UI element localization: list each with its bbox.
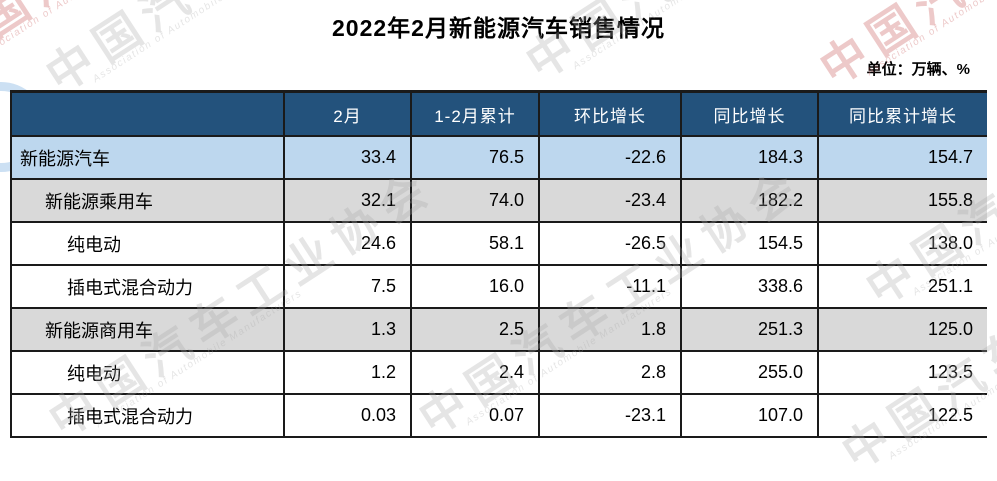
value-cell: 338.6: [680, 266, 817, 309]
value-cell: 2.8: [538, 352, 680, 395]
value-cell: 182.2: [680, 180, 817, 223]
value-cell: 32.1: [283, 180, 410, 223]
value-cell: 74.0: [410, 180, 538, 223]
row-label: 插电式混合动力: [10, 266, 283, 309]
table-row: 新能源乘用车 32.1 74.0 -23.4 182.2 155.8: [10, 180, 987, 223]
table-row: 新能源商用车 1.3 2.5 1.8 251.3 125.0: [10, 309, 987, 352]
value-cell: -23.1: [538, 395, 680, 438]
row-label: 新能源乘用车: [10, 180, 283, 223]
table-row: 新能源汽车 33.4 76.5 -22.6 184.3 154.7: [10, 137, 987, 180]
row-label: 新能源商用车: [10, 309, 283, 352]
value-cell: 107.0: [680, 395, 817, 438]
value-cell: 251.3: [680, 309, 817, 352]
table-body: 新能源汽车 33.4 76.5 -22.6 184.3 154.7 新能源乘用车 32.1 74…: [10, 137, 987, 438]
value-cell: 154.5: [680, 223, 817, 266]
table-row: 纯电动 1.2 2.4 2.8 255.0 123.5: [10, 352, 987, 395]
header-cell: 同比累计增长: [817, 93, 987, 137]
table-row: 纯电动 24.6 58.1 -26.5 154.5 138.0: [10, 223, 987, 266]
value-cell: 0.07: [410, 395, 538, 438]
value-cell: 16.0: [410, 266, 538, 309]
row-label: 新能源汽车: [10, 137, 283, 180]
value-cell: -22.6: [538, 137, 680, 180]
value-cell: 58.1: [410, 223, 538, 266]
value-cell: -11.1: [538, 266, 680, 309]
value-cell: 255.0: [680, 352, 817, 395]
value-cell: 1.2: [283, 352, 410, 395]
value-cell: 33.4: [283, 137, 410, 180]
value-cell: 155.8: [817, 180, 987, 223]
row-label: 纯电动: [10, 352, 283, 395]
header-cell: 1-2月累计: [410, 93, 538, 137]
page-title: 2022年2月新能源汽车销售情况: [332, 15, 665, 41]
value-cell: 0.03: [283, 395, 410, 438]
row-label: 纯电动: [10, 223, 283, 266]
header-cell-category: [10, 93, 283, 137]
value-cell: 184.3: [680, 137, 817, 180]
value-cell: 123.5: [817, 352, 987, 395]
value-cell: -23.4: [538, 180, 680, 223]
value-cell: 1.8: [538, 309, 680, 352]
value-cell: 122.5: [817, 395, 987, 438]
unit-label: 单位：万辆、%: [866, 61, 970, 78]
sales-table: 2月 1-2月累计 环比增长 同比增长 同比累计增长 新能源汽车 33.4 76.5 -22.…: [10, 90, 987, 438]
value-cell: 24.6: [283, 223, 410, 266]
value-cell: 76.5: [410, 137, 538, 180]
value-cell: 251.1: [817, 266, 987, 309]
table-row: 插电式混合动力 0.03 0.07 -23.1 107.0 122.5: [10, 395, 987, 438]
value-cell: -26.5: [538, 223, 680, 266]
table-header-row: 2月 1-2月累计 环比增长 同比增长 同比累计增长: [10, 90, 987, 137]
header-cell: 2月: [283, 93, 410, 137]
value-cell: 138.0: [817, 223, 987, 266]
value-cell: 7.5: [283, 266, 410, 309]
value-cell: 2.4: [410, 352, 538, 395]
header-cell: 环比增长: [538, 93, 680, 137]
header-cell: 同比增长: [680, 93, 817, 137]
value-cell: 154.7: [817, 137, 987, 180]
row-label: 插电式混合动力: [10, 395, 283, 438]
value-cell: 2.5: [410, 309, 538, 352]
value-cell: 125.0: [817, 309, 987, 352]
table-row: 插电式混合动力 7.5 16.0 -11.1 338.6 251.1: [10, 266, 987, 309]
value-cell: 1.3: [283, 309, 410, 352]
